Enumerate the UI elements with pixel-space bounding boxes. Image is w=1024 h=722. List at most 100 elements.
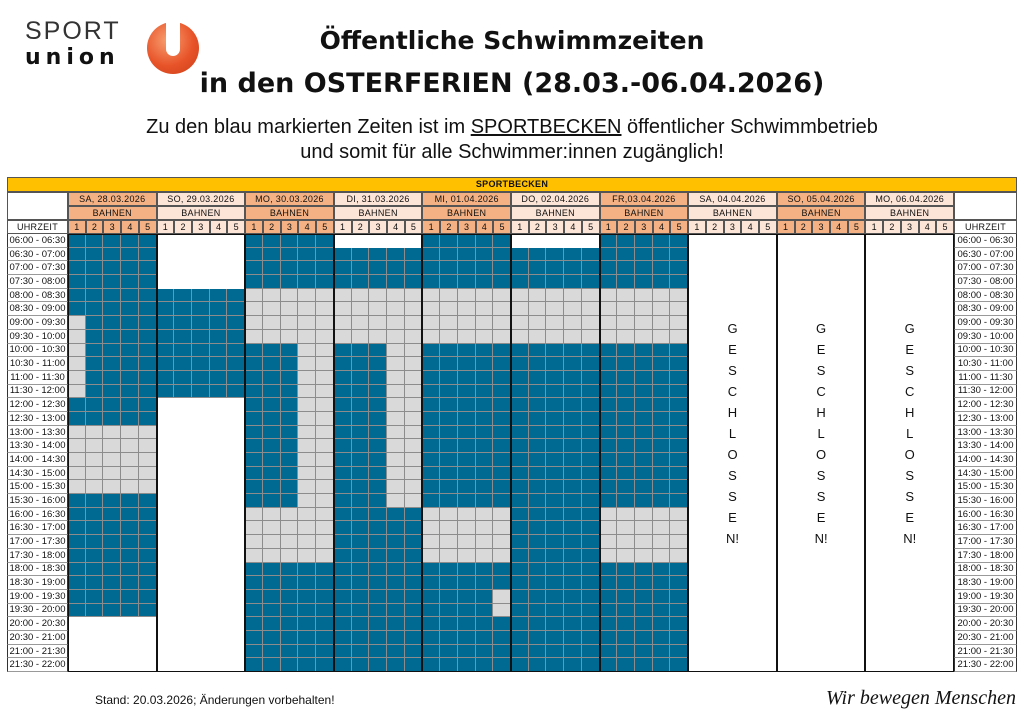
slot-cell-none [174, 398, 193, 412]
slot-cell-not_public [511, 329, 529, 344]
slot-cell-not_public [298, 357, 317, 371]
slot-cell-not_public [280, 548, 299, 563]
slot-cell-public [457, 398, 476, 412]
slot-cell-public [581, 357, 600, 371]
slot-cell-none [209, 261, 228, 276]
lane-number: 2 [617, 220, 636, 234]
slot-cell-public [209, 302, 228, 317]
lane-number: 5 [404, 220, 423, 234]
slot-cell-public [564, 617, 582, 631]
slot-cell-public [209, 288, 228, 303]
slot-cell-none [192, 411, 210, 426]
time-label-right: 06:30 - 07:00 [954, 247, 1017, 262]
slot-cell-public [85, 234, 104, 248]
slot-cell-not_public [316, 411, 334, 426]
slot-cell-public [103, 562, 122, 577]
slot-cell-public [333, 521, 352, 536]
slot-cell-public [121, 521, 139, 536]
slot-cell-public [599, 425, 618, 440]
slot-cell-public [546, 453, 565, 467]
slot-cell-public [262, 398, 281, 412]
slot-cell-public [564, 494, 582, 508]
slot-cell-public [103, 535, 122, 549]
slot-cell-public [546, 398, 565, 412]
slot-cell-not_public [652, 521, 671, 536]
slot-cell-public [245, 617, 263, 631]
slot-cell-not_public [386, 439, 405, 454]
slot-cell-not_public [599, 302, 618, 317]
slot-cell-public [174, 329, 193, 344]
slot-cell-not_public [617, 548, 636, 563]
slot-cell-public [440, 576, 458, 590]
slot-cell-none [369, 234, 387, 248]
slot-cell-public [652, 247, 671, 262]
slot-cell-not_public [475, 329, 494, 344]
slot-cell-public [493, 631, 511, 645]
slot-cell-none [192, 507, 210, 522]
closed-label: GESCHLOSSEN! [903, 321, 917, 546]
slot-cell-not_public [316, 439, 334, 454]
slot-cell-public [440, 562, 458, 577]
slot-cell-public [652, 631, 671, 645]
slot-cell-public [617, 247, 636, 262]
slot-cell-not_public [262, 288, 281, 303]
time-label-left: 10:00 - 10:30 [7, 343, 68, 358]
slot-cell-public [316, 275, 334, 289]
slot-cell-none [333, 234, 352, 248]
slot-cell-none [192, 439, 210, 454]
slot-cell-not_public [386, 316, 405, 330]
closed-label: GESCHLOSSEN! [726, 321, 739, 546]
slot-cell-public [121, 343, 139, 358]
slot-cell-public [635, 398, 653, 412]
slot-cell-public [511, 453, 529, 467]
lane-number: 5 [670, 220, 689, 234]
lane-number: 4 [741, 220, 760, 234]
slot-cell-public [493, 658, 511, 673]
slot-cell-public [652, 453, 671, 467]
slot-cell-public [511, 357, 529, 371]
slot-cell-public [156, 384, 175, 399]
slot-cell-public [581, 603, 600, 618]
lane-number: 4 [209, 220, 228, 234]
slot-cell-none [174, 480, 193, 495]
lanes-label: BAHNEN [245, 206, 334, 220]
slot-cell-public [581, 589, 600, 604]
slot-cell-none [156, 576, 175, 590]
slot-cell-public [245, 343, 263, 358]
slot-cell-none [227, 494, 246, 508]
slot-cell-not_public [404, 357, 423, 371]
slot-cell-public [475, 398, 494, 412]
time-label-left: 18:00 - 18:30 [7, 562, 68, 577]
slot-cell-not_public [599, 288, 618, 303]
slot-cell-public [475, 261, 494, 276]
slot-cell-public [245, 453, 263, 467]
slot-cell-public [581, 466, 600, 481]
time-label-left: 17:00 - 17:30 [7, 535, 68, 549]
slot-cell-none [209, 275, 228, 289]
slot-cell-public [581, 535, 600, 549]
lane-number: 5 [138, 220, 157, 234]
slot-cell-none [121, 658, 139, 673]
slot-cell-public [670, 631, 689, 645]
lane-number: 2 [705, 220, 724, 234]
slot-cell-public [333, 466, 352, 481]
slot-cell-public [245, 398, 263, 412]
slot-cell-public [262, 425, 281, 440]
slot-cell-public [475, 275, 494, 289]
slot-cell-not_public [670, 548, 689, 563]
slot-cell-not_public [298, 466, 317, 481]
slot-cell-public [564, 480, 582, 495]
slot-cell-none [138, 644, 157, 659]
lane-number: 2 [528, 220, 547, 234]
time-label-left: 09:30 - 10:00 [7, 329, 68, 344]
slot-cell-public [174, 288, 193, 303]
slot-cell-public [493, 275, 511, 289]
slot-cell-none [209, 425, 228, 440]
slot-cell-not_public [652, 302, 671, 317]
slot-cell-public [68, 234, 86, 248]
slot-cell-public [351, 439, 370, 454]
slot-cell-none [209, 631, 228, 645]
slot-cell-not_public [564, 288, 582, 303]
time-label-right: 13:30 - 14:00 [954, 439, 1017, 454]
slot-cell-public [103, 261, 122, 276]
